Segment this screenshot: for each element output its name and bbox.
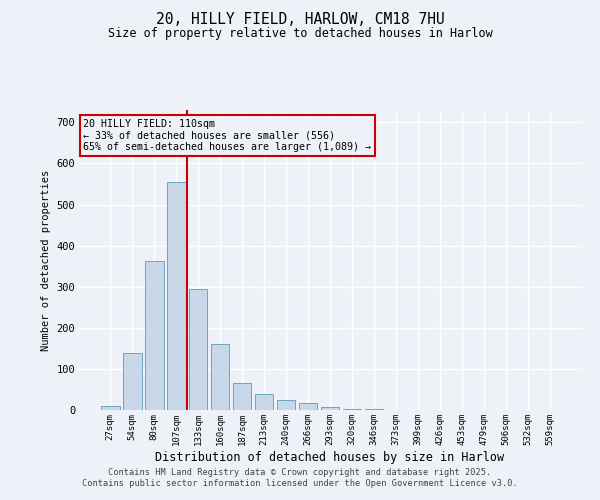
Bar <box>233 384 251 410</box>
Text: Size of property relative to detached houses in Harlow: Size of property relative to detached ho… <box>107 28 493 40</box>
Bar <box>167 182 185 410</box>
Bar <box>211 344 229 410</box>
X-axis label: Distribution of detached houses by size in Harlow: Distribution of detached houses by size … <box>155 450 505 464</box>
Bar <box>320 406 340 410</box>
Bar <box>101 406 119 410</box>
Y-axis label: Number of detached properties: Number of detached properties <box>41 170 51 350</box>
Bar <box>343 409 361 410</box>
Text: Contains HM Land Registry data © Crown copyright and database right 2025.
Contai: Contains HM Land Registry data © Crown c… <box>82 468 518 487</box>
Bar <box>123 354 142 410</box>
Bar <box>189 289 208 410</box>
Bar <box>299 402 317 410</box>
Bar <box>255 394 274 410</box>
Text: 20, HILLY FIELD, HARLOW, CM18 7HU: 20, HILLY FIELD, HARLOW, CM18 7HU <box>155 12 445 28</box>
Bar <box>365 409 383 410</box>
Bar <box>145 261 164 410</box>
Text: 20 HILLY FIELD: 110sqm
← 33% of detached houses are smaller (556)
65% of semi-de: 20 HILLY FIELD: 110sqm ← 33% of detached… <box>83 119 371 152</box>
Bar <box>277 400 295 410</box>
